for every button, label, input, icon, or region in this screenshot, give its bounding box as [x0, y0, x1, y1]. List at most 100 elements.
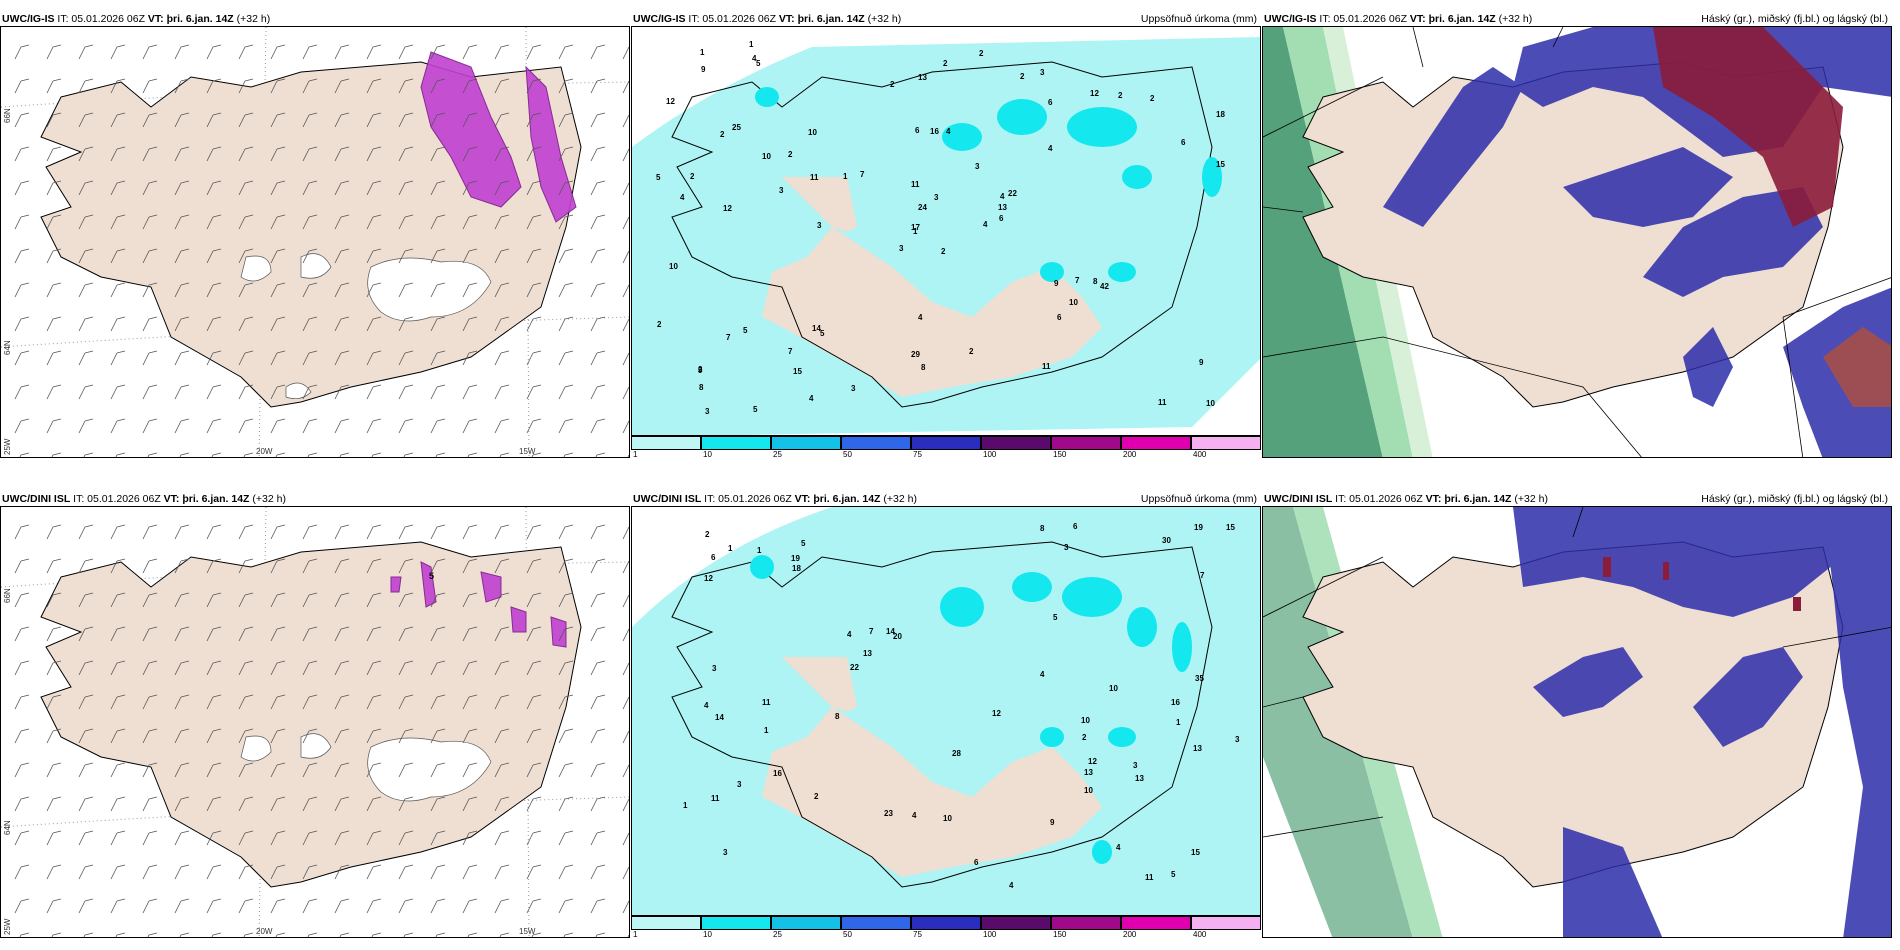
wind-barb [430, 214, 446, 230]
wind-barb [142, 592, 158, 608]
wind-barb [494, 316, 510, 332]
wind-barb [371, 932, 382, 937]
wind-barb [78, 864, 94, 880]
colorbar-cell [981, 436, 1051, 450]
wind-barb [110, 350, 126, 366]
wind-barb [590, 762, 606, 778]
wind-barb [142, 524, 158, 540]
wind-barb [334, 694, 350, 710]
wind-barb [435, 932, 446, 937]
wind-barb [334, 558, 350, 574]
wind-barb [622, 250, 629, 264]
precip-value: 22 [850, 663, 859, 672]
wind-barb [174, 78, 190, 94]
wind-barb [558, 316, 574, 332]
precip-value: 23 [884, 809, 893, 818]
precip-value: 11 [810, 173, 819, 182]
wind-barb [526, 384, 542, 400]
wind-barb [462, 830, 478, 846]
wind-barb [83, 932, 94, 937]
wind-barb [558, 796, 574, 812]
wind-barb [526, 524, 542, 540]
wind-barb [110, 830, 126, 846]
panel-cloud-dini: UWC/DINI ISL IT: 05.01.2026 06Z VT: þri.… [1262, 488, 1892, 938]
colorbar-cell [1051, 916, 1121, 930]
wind-barb [46, 626, 62, 642]
wind-barb [14, 180, 30, 196]
precip-value: 10 [1109, 684, 1118, 693]
wind-barb [499, 932, 510, 937]
wind-barb [590, 524, 606, 540]
wind-barb [174, 282, 190, 298]
wind-barb [403, 452, 414, 457]
wind-barb [14, 44, 30, 60]
precip-value: 4 [1116, 843, 1121, 852]
wind-barb [334, 728, 350, 744]
precip-value: 3 [934, 193, 939, 202]
precip-value: 8 [1093, 277, 1098, 286]
lon-label-25w: 25W [3, 438, 12, 455]
wind-barb [366, 282, 382, 298]
precip-value: 12 [1088, 757, 1097, 766]
wind-barb [142, 898, 158, 914]
precip-value: 5 [743, 326, 748, 335]
wind-barb [622, 832, 629, 846]
wind-barb [558, 180, 574, 196]
wind-barb [334, 282, 350, 298]
wind-barb [206, 864, 222, 880]
lon-label-20w: 20W [256, 927, 273, 936]
precip-value: 3 [737, 780, 742, 789]
precip-value: 1 [700, 48, 705, 57]
wind-barb [115, 452, 126, 457]
precip-colorbar: 1 10 25 50 75 100 150 200 400 [631, 436, 1261, 459]
colorbar-tick: 75 [913, 930, 922, 939]
wind-barb [590, 558, 606, 574]
wind-barb [590, 830, 606, 846]
wind-barb [78, 350, 94, 366]
wind-barb [142, 728, 158, 744]
precip-value: 7 [788, 347, 793, 356]
wind-barb [174, 660, 190, 676]
wind-barb [526, 796, 542, 812]
wind-barb [142, 44, 158, 60]
wind-barb [238, 350, 254, 366]
precip-value: 10 [943, 814, 952, 823]
panel-precip-ig-is: UWC/IG-IS IT: 05.01.2026 06Z VT: þri. 6.… [631, 8, 1261, 459]
precip-value: 9 [701, 65, 706, 74]
wind-barb [494, 898, 510, 914]
wind-barb [334, 796, 350, 812]
precip-value: 6 [1073, 522, 1078, 531]
wind-barb [238, 44, 254, 60]
wind-barb [14, 384, 30, 400]
precip-value: 2 [705, 530, 710, 539]
wind-barb [627, 454, 629, 457]
wind-barb [526, 898, 542, 914]
wind-barb [398, 660, 414, 676]
wind-barb [206, 660, 222, 676]
wind-barb [366, 558, 382, 574]
wind-barb [366, 592, 382, 608]
wind-barb [302, 626, 318, 642]
wind-barb [462, 558, 478, 574]
wind-barb [110, 558, 126, 574]
wind-barb [366, 864, 382, 880]
wind-barb [46, 78, 62, 94]
wind-barb [142, 112, 158, 128]
precip-value: 15 [793, 367, 802, 376]
wind-barb [14, 146, 30, 162]
wind-barb [430, 864, 446, 880]
wind-barb [590, 248, 606, 264]
lat-label-64n: 64N [3, 340, 12, 355]
wind-barb [302, 112, 318, 128]
colorbar-tick: 50 [843, 930, 852, 939]
wind-barb [462, 282, 478, 298]
wind-barb [270, 694, 286, 710]
wind-barb [174, 558, 190, 574]
wind-barb [595, 932, 606, 937]
wind-barb [238, 728, 254, 744]
wind-barb [174, 830, 190, 846]
precip-value: 2 [814, 792, 819, 801]
precip-value: 3 [1064, 543, 1069, 552]
wind-barb [366, 728, 382, 744]
wind-barb [14, 830, 30, 846]
